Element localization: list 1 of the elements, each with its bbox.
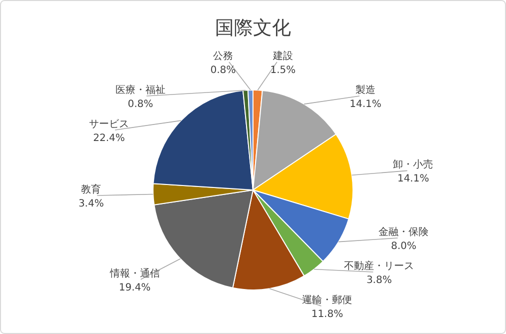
title: 国際文化 (215, 17, 291, 39)
